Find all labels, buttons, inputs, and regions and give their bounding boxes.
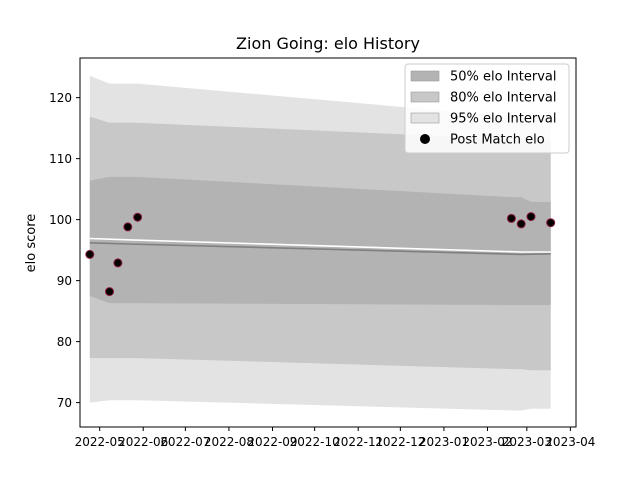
post-match-elo-point	[526, 212, 536, 222]
legend-box	[404, 63, 570, 154]
y-tick-label: 90	[57, 274, 72, 288]
legend: 50% elo Interval 80% elo Interval 95% elo …	[404, 63, 570, 154]
legend-label: Post Match elo	[450, 133, 545, 148]
legend-swatch	[410, 112, 440, 124]
x-tick-label: 2023-02	[462, 435, 512, 449]
post-match-elo-point	[516, 219, 526, 229]
x-tick-label: 2022-08	[204, 435, 254, 449]
y-axis-label: elo score	[24, 214, 39, 273]
y-tick-label: 110	[49, 152, 72, 166]
x-tick-label: 2022-11	[333, 435, 383, 449]
x-tick-label: 2022-05	[75, 435, 125, 449]
legend-swatch	[410, 70, 440, 82]
x-tick-label: 2022-10	[290, 435, 340, 449]
post-match-elo-point	[113, 258, 123, 268]
legend-label: 95% elo Interval	[450, 112, 557, 127]
x-tick-label: 2022-06	[118, 435, 168, 449]
chart-title: Zion Going: elo History	[236, 34, 420, 53]
x-tick-label: 2023-03	[502, 435, 552, 449]
x-axis: 2022-052022-062022-072022-082022-092022-…	[75, 427, 595, 449]
legend-marker	[420, 134, 430, 144]
post-match-elo-point	[546, 218, 556, 228]
x-tick-label: 2022-07	[160, 435, 210, 449]
post-match-elo-point	[133, 212, 143, 222]
post-match-elo-point	[105, 287, 114, 297]
axes-frame	[79, 57, 577, 428]
mean-elo-line	[89, 242, 551, 256]
x-tick-label: 2022-12	[375, 435, 425, 449]
y-tick-label: 120	[49, 91, 72, 105]
legend-label: 80% elo Interval	[450, 91, 557, 106]
band-50-interval	[89, 176, 551, 305]
y-tick-label: 80	[57, 335, 72, 349]
upper-reference-line	[89, 237, 551, 253]
y-tick-label: 70	[57, 396, 72, 410]
y-tick-label: 100	[49, 213, 72, 227]
legend-label: 50% elo Interval	[450, 70, 557, 85]
x-tick-label: 2022-09	[247, 435, 297, 449]
post-match-elo-point	[85, 249, 95, 259]
legend-swatch	[410, 91, 440, 103]
x-tick-label: 2023-01	[419, 435, 469, 449]
plot-area	[85, 75, 556, 411]
post-match-elo-point	[506, 213, 516, 223]
x-tick-label: 2023-04	[545, 435, 595, 449]
post-match-elo-point	[123, 222, 133, 232]
y-axis: 70 80 90 100 110 120	[49, 91, 80, 410]
